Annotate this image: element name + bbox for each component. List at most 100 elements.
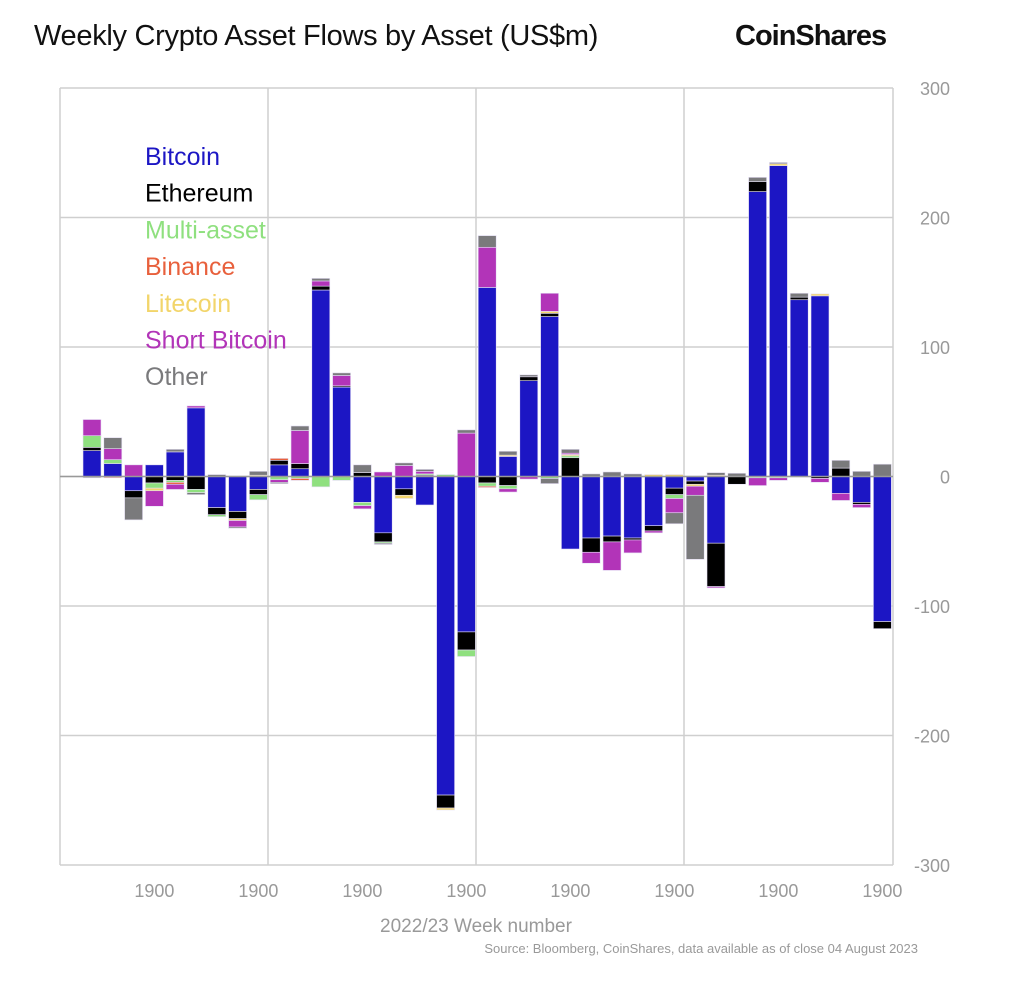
legend-item-binance: Binance — [145, 253, 235, 281]
week-bar-stack — [623, 473, 643, 554]
week-bar-stack — [373, 471, 393, 545]
bar-segment-other — [165, 449, 185, 453]
week-bar-stack — [353, 464, 372, 510]
bar-segment-short-bitcoin — [685, 485, 705, 496]
week-bar-stack — [789, 292, 809, 477]
week-bar-stack — [644, 474, 663, 534]
bar-segment-ethereum — [249, 489, 268, 495]
week-bar-stack — [540, 292, 559, 484]
bar-segment-bitcoin — [769, 165, 788, 477]
bar-segment-ethereum — [373, 532, 393, 543]
bar-segment-ethereum — [540, 313, 559, 317]
bar-segment-ethereum — [748, 181, 767, 192]
bar-segment-ethereum — [685, 480, 705, 485]
bar-segment-short-bitcoin — [186, 405, 206, 409]
bar-segment-short-bitcoin — [665, 498, 684, 514]
bar-segment-other — [706, 472, 726, 476]
bar-segment-other — [873, 463, 892, 477]
bar-segment-other — [665, 512, 684, 525]
bar-segment-ethereum — [436, 794, 455, 809]
bar-segment-bitcoin — [165, 451, 185, 477]
bar-segment-short-bitcoin — [353, 505, 372, 510]
bar-segment-other — [228, 526, 247, 529]
week-bar-stack — [165, 449, 185, 490]
bar-segment-other — [477, 235, 497, 248]
bar-segment-ethereum — [186, 476, 206, 490]
bar-segment-bitcoin — [124, 476, 143, 492]
week-bar-stack — [415, 469, 435, 506]
bar-segment-multi-asset — [82, 435, 102, 448]
week-bar-stack — [103, 437, 123, 479]
bar-segment-litecoin — [145, 487, 164, 492]
bar-segment-bitcoin — [145, 464, 164, 477]
y-tick-label: -200 — [914, 727, 950, 747]
bar-segment-ethereum — [207, 507, 227, 516]
bar-segment-bitcoin — [706, 476, 726, 544]
bar-segment-other — [498, 450, 518, 456]
bar-segment-other — [311, 278, 331, 282]
bar-segment-binance — [477, 485, 497, 488]
bar-segment-bitcoin — [82, 450, 102, 477]
bar-segment-ethereum — [706, 542, 726, 587]
bar-segment-other — [353, 464, 372, 473]
week-bar-stack — [748, 177, 767, 486]
y-tick-label: 200 — [920, 209, 950, 229]
bar-segment-short-bitcoin — [540, 292, 559, 312]
bar-segment-bitcoin — [873, 476, 892, 622]
bar-segment-bitcoin — [436, 476, 455, 796]
bar-segment-short-bitcoin — [581, 551, 601, 564]
legend-item-litecoin: Litecoin — [145, 290, 231, 318]
x-tick-label: 1900 — [758, 881, 798, 901]
bar-segment-bitcoin — [311, 289, 331, 477]
week-bar-stack — [124, 464, 143, 521]
bar-segment-short-bitcoin — [311, 280, 331, 287]
bar-segment-bitcoin — [249, 476, 268, 490]
bar-segment-other — [457, 429, 476, 434]
bar-segment-bitcoin — [498, 456, 518, 477]
bar-segment-multi-asset — [186, 489, 206, 493]
week-bar-stack — [332, 372, 351, 481]
bar-segment-ethereum — [290, 463, 310, 470]
week-bar-stack — [207, 474, 227, 517]
bar-segment-other — [685, 494, 705, 560]
x-tick-label: 1900 — [134, 881, 174, 901]
legend-item-multi-asset: Multi-asset — [145, 216, 266, 244]
bar-segment-other — [748, 177, 767, 182]
week-bar-stack — [82, 419, 102, 479]
week-bar-stack — [810, 293, 830, 483]
bar-segment-other — [394, 462, 414, 466]
bar-segment-short-bitcoin — [415, 471, 435, 475]
legend-item-short-bitcoin: Short Bitcoin — [145, 327, 287, 355]
week-bar-stack — [249, 471, 268, 501]
axes: 300 200 100 0 -100 -200 -300 1900 1900 1900 1900 19… — [60, 79, 950, 901]
bar-segment-bitcoin — [269, 464, 289, 477]
week-bar-stack — [436, 474, 455, 811]
week-bar-stack — [831, 460, 851, 501]
bar-segment-other — [519, 374, 539, 378]
chart-title: Weekly Crypto Asset Flows by Asset (US$m… — [34, 20, 599, 52]
bar-segment-litecoin — [436, 807, 455, 811]
bar-segment-other — [332, 372, 351, 376]
bar-segment-short-bitcoin — [706, 586, 726, 589]
bar-segment-bitcoin — [644, 476, 663, 527]
bar-segment-bitcoin — [290, 468, 310, 477]
bar-segment-other — [269, 482, 289, 484]
y-tick-label: 300 — [920, 79, 950, 99]
week-bar-stack — [706, 472, 726, 589]
bar-segment-other — [561, 449, 580, 454]
bar-segment-short-bitcoin — [602, 541, 622, 571]
coinshares-logo: CoinShares — [735, 20, 887, 52]
x-axis-title: 2022/23 Week number — [380, 916, 573, 937]
bar-segment-other — [831, 460, 851, 469]
bar-segment-short-bitcoin — [165, 483, 185, 490]
bar-segment-ethereum — [269, 460, 289, 466]
bar-segment-short-bitcoin — [457, 432, 476, 477]
y-tick-label: 100 — [920, 338, 950, 358]
bar-segment-other — [103, 437, 123, 449]
bar-segment-short-bitcoin — [831, 493, 851, 501]
bar-segment-ethereum — [311, 285, 331, 291]
bar-segment-bitcoin — [561, 476, 580, 550]
bar-segment-bitcoin — [665, 476, 684, 489]
bar-segment-ethereum — [665, 487, 684, 495]
